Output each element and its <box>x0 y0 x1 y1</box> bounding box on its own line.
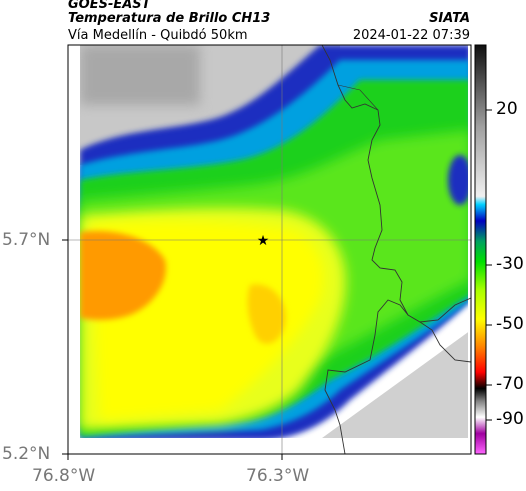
satellite-name: GOES-EAST <box>68 0 151 12</box>
colorbar-tick-20: 20 <box>496 99 518 119</box>
colorbar-tick-minus30: -30 <box>496 254 524 274</box>
map-frame <box>67 44 472 455</box>
lat-label-5-7: 5.7°N <box>2 230 51 250</box>
municipal-boundary <box>324 299 409 454</box>
product-title: Temperatura de Brillo CH13 <box>68 11 271 26</box>
municipal-boundary-north <box>337 84 379 111</box>
colorbar <box>474 44 487 455</box>
agency-label: SIATA <box>429 11 470 26</box>
municipal-boundary-east <box>419 321 471 363</box>
lat-label-5-2: 5.2°N <box>2 444 51 464</box>
lon-label-76-8: 76.8°W <box>32 466 96 486</box>
datetime-label: 2024-01-22 07:39 <box>352 28 470 43</box>
route-subtitle: Vía Medellín - Quibdó 50km <box>68 28 248 43</box>
colorbar-tick-minus70: -70 <box>496 374 524 394</box>
lon-label-76-3: 76.3°W <box>246 466 310 486</box>
department-boundary <box>321 45 471 323</box>
colorbar-tick-minus90: -90 <box>496 409 524 429</box>
brightness-temperature-map: ★ <box>68 45 471 454</box>
location-star-icon: ★ <box>257 233 270 249</box>
colorbar-tick-minus50: -50 <box>496 314 524 334</box>
